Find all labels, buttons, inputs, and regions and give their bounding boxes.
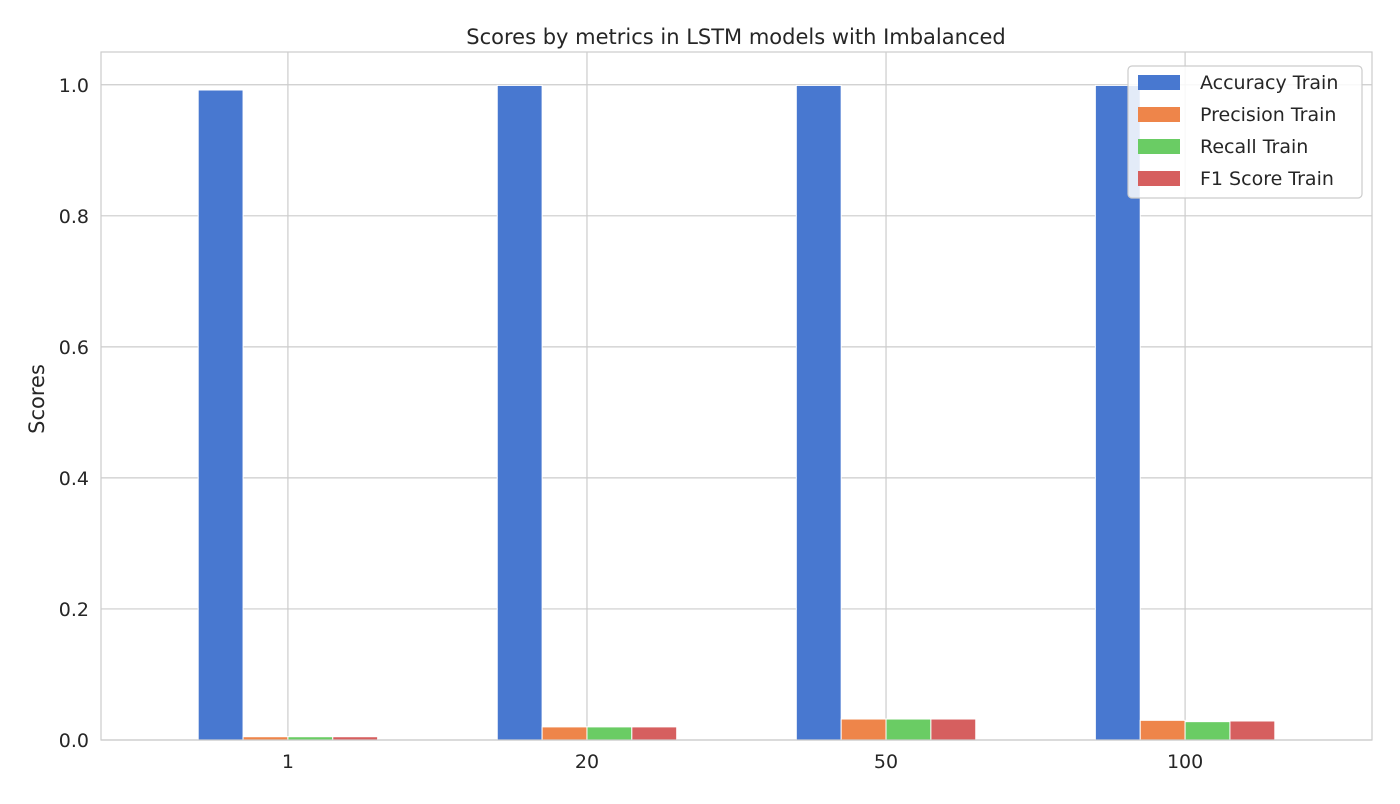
y-tick-label: 0.6 xyxy=(59,337,89,359)
bar-accuracy-train-50 xyxy=(795,84,842,741)
bar-precision-train-50 xyxy=(840,718,887,741)
bar-f1-score-train-20 xyxy=(631,726,678,741)
bar-accuracy-train-20 xyxy=(496,84,543,741)
legend-box xyxy=(1127,65,1363,199)
bar-recall-train-50 xyxy=(885,718,932,741)
legend-label: F1 Score Train xyxy=(1200,168,1334,190)
plot-frame xyxy=(100,51,1373,741)
bar-precision-train-20 xyxy=(541,726,588,741)
bars xyxy=(197,84,1276,741)
y-tick-label: 1.0 xyxy=(59,75,89,97)
y-tick-label: 0.0 xyxy=(59,730,89,752)
bar-f1-score-train-100 xyxy=(1229,720,1276,741)
x-tick-label: 20 xyxy=(575,751,599,773)
legend: Accuracy Train Precision Train Recall Trai… xyxy=(1127,65,1363,199)
chart-title: Scores by metrics in LSTM models with Im… xyxy=(466,25,1005,49)
bar-precision-train-100 xyxy=(1139,719,1186,741)
x-tick-label: 100 xyxy=(1167,751,1203,773)
y-tick-label: 0.8 xyxy=(59,206,89,228)
x-tick-label: 50 xyxy=(874,751,898,773)
y-axis-label: Scores xyxy=(25,364,49,434)
legend-label: Precision Train xyxy=(1200,104,1336,126)
y-tick-label: 0.2 xyxy=(59,599,89,621)
legend-label: Recall Train xyxy=(1200,136,1308,158)
legend-swatch xyxy=(1138,107,1180,122)
bar-recall-train-20 xyxy=(586,726,633,741)
bar-f1-score-train-50 xyxy=(930,718,977,741)
grid xyxy=(101,52,1372,741)
legend-swatch xyxy=(1138,75,1180,90)
legend-label: Accuracy Train xyxy=(1200,72,1338,94)
legend-swatch xyxy=(1138,171,1180,186)
y-tick-label: 0.4 xyxy=(59,468,89,490)
legend-swatch xyxy=(1138,139,1180,154)
bar-accuracy-train-1 xyxy=(197,89,244,741)
bar-recall-train-100 xyxy=(1184,721,1231,741)
x-axis-ticks: 1 20 50 100 xyxy=(282,751,1203,773)
y-axis-ticks: 0.0 0.2 0.4 0.6 0.8 1.0 xyxy=(59,75,89,752)
x-tick-label: 1 xyxy=(282,751,294,773)
